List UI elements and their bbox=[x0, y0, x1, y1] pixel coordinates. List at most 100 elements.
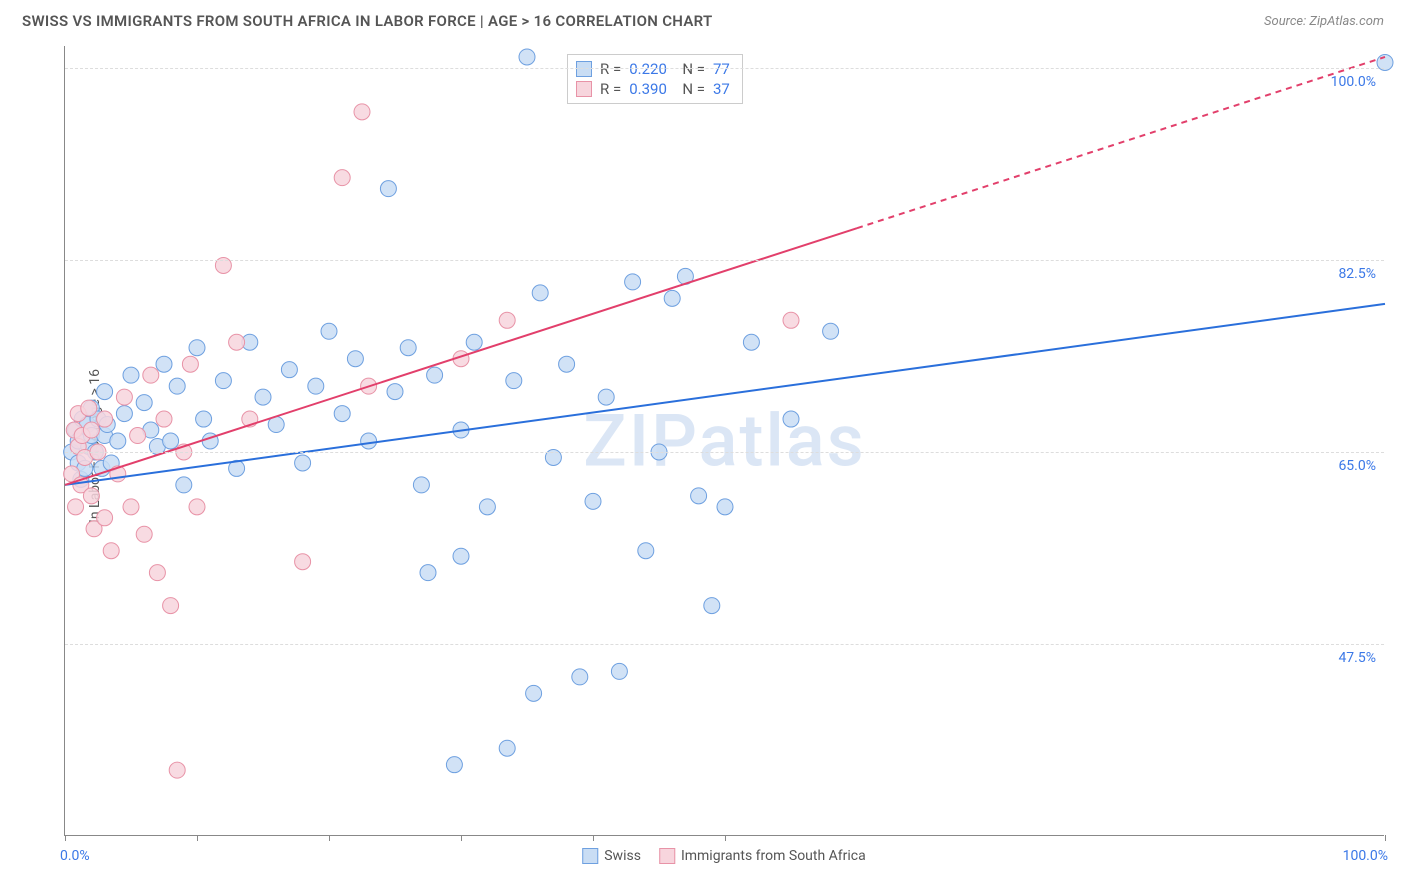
data-point bbox=[427, 367, 443, 383]
data-point bbox=[334, 406, 350, 422]
data-point bbox=[308, 378, 324, 394]
correlation-row: R = 0.220 N = 77 bbox=[576, 59, 730, 79]
legend-item: Swiss bbox=[582, 848, 641, 864]
data-point bbox=[130, 428, 146, 444]
data-point bbox=[354, 104, 370, 120]
gridline bbox=[65, 452, 1384, 453]
data-point bbox=[466, 334, 482, 350]
x-tick bbox=[461, 835, 462, 841]
legend-swatch bbox=[582, 848, 598, 864]
data-point bbox=[387, 384, 403, 400]
data-point bbox=[136, 526, 152, 542]
data-point bbox=[783, 411, 799, 427]
data-point bbox=[691, 488, 707, 504]
corr-n-value: 37 bbox=[713, 80, 730, 98]
chart-header: SWISS VS IMMIGRANTS FROM SOUTH AFRICA IN… bbox=[0, 0, 1406, 40]
data-point bbox=[255, 389, 271, 405]
data-point bbox=[83, 422, 99, 438]
y-tick-label: 47.5% bbox=[1338, 650, 1376, 666]
plot-box: ZIPatlas R = 0.220 N = 77R = 0.390 N = 3… bbox=[64, 46, 1384, 836]
data-point bbox=[176, 477, 192, 493]
legend-label: Swiss bbox=[604, 848, 641, 864]
data-point bbox=[446, 757, 462, 773]
correlation-row: R = 0.390 N = 37 bbox=[576, 79, 730, 99]
data-point bbox=[380, 181, 396, 197]
corr-r-label: R = bbox=[600, 80, 621, 98]
data-point bbox=[182, 356, 198, 372]
series-legend: Swiss Immigrants from South Africa bbox=[582, 848, 866, 864]
data-point bbox=[163, 598, 179, 614]
data-point bbox=[519, 49, 535, 65]
data-point bbox=[526, 685, 542, 701]
legend-swatch bbox=[576, 81, 592, 97]
x-tick bbox=[329, 835, 330, 841]
corr-r-value: 0.220 bbox=[629, 60, 667, 78]
correlation-legend: R = 0.220 N = 77R = 0.390 N = 37 bbox=[567, 54, 743, 104]
data-point bbox=[499, 740, 515, 756]
chart-source: Source: ZipAtlas.com bbox=[1264, 14, 1384, 29]
data-point bbox=[123, 499, 139, 515]
data-point bbox=[585, 493, 601, 509]
data-point bbox=[413, 477, 429, 493]
x-tick bbox=[593, 835, 594, 841]
data-point bbox=[116, 406, 132, 422]
gridline bbox=[65, 68, 1384, 69]
corr-n-value: 77 bbox=[713, 60, 730, 78]
legend-swatch bbox=[659, 848, 675, 864]
y-tick-label: 65.0% bbox=[1338, 458, 1376, 474]
data-point bbox=[717, 499, 733, 515]
data-point bbox=[110, 433, 126, 449]
corr-r-label: R = bbox=[600, 60, 621, 78]
data-point bbox=[163, 433, 179, 449]
data-point bbox=[103, 543, 119, 559]
data-point bbox=[823, 323, 839, 339]
data-point bbox=[453, 548, 469, 564]
data-point bbox=[68, 499, 84, 515]
regression-line-dashed bbox=[857, 57, 1385, 228]
x-tick bbox=[197, 835, 198, 841]
data-point bbox=[295, 455, 311, 471]
data-point bbox=[229, 334, 245, 350]
data-point bbox=[189, 499, 205, 515]
x-axis-max-label: 100.0% bbox=[1343, 848, 1388, 864]
data-point bbox=[83, 488, 99, 504]
legend-item: Immigrants from South Africa bbox=[659, 848, 866, 864]
x-tick bbox=[65, 835, 66, 841]
legend-swatch bbox=[576, 61, 592, 77]
data-point bbox=[196, 411, 212, 427]
gridline bbox=[65, 644, 1384, 645]
data-point bbox=[420, 565, 436, 581]
data-point bbox=[347, 351, 363, 367]
data-point bbox=[506, 373, 522, 389]
corr-n-label: N = bbox=[675, 60, 705, 78]
data-point bbox=[743, 334, 759, 350]
data-point bbox=[334, 170, 350, 186]
data-point bbox=[97, 384, 113, 400]
data-point bbox=[169, 762, 185, 778]
data-point bbox=[704, 598, 720, 614]
data-point bbox=[532, 285, 548, 301]
data-point bbox=[783, 312, 799, 328]
data-point bbox=[611, 663, 627, 679]
legend-label: Immigrants from South Africa bbox=[681, 848, 866, 864]
x-tick bbox=[1385, 835, 1386, 841]
gridline bbox=[65, 260, 1384, 261]
y-tick-label: 82.5% bbox=[1338, 266, 1376, 282]
data-point bbox=[156, 356, 172, 372]
chart-title: SWISS VS IMMIGRANTS FROM SOUTH AFRICA IN… bbox=[22, 12, 713, 30]
data-point bbox=[116, 389, 132, 405]
data-point bbox=[638, 543, 654, 559]
data-point bbox=[321, 323, 337, 339]
data-point bbox=[559, 356, 575, 372]
data-point bbox=[169, 378, 185, 394]
data-point bbox=[215, 373, 231, 389]
data-point bbox=[123, 367, 139, 383]
corr-n-label: N = bbox=[675, 80, 705, 98]
data-point bbox=[81, 400, 97, 416]
x-tick bbox=[725, 835, 726, 841]
data-point bbox=[572, 669, 588, 685]
data-point bbox=[625, 274, 641, 290]
data-point bbox=[149, 565, 165, 581]
data-point bbox=[499, 312, 515, 328]
regression-line bbox=[65, 228, 857, 485]
